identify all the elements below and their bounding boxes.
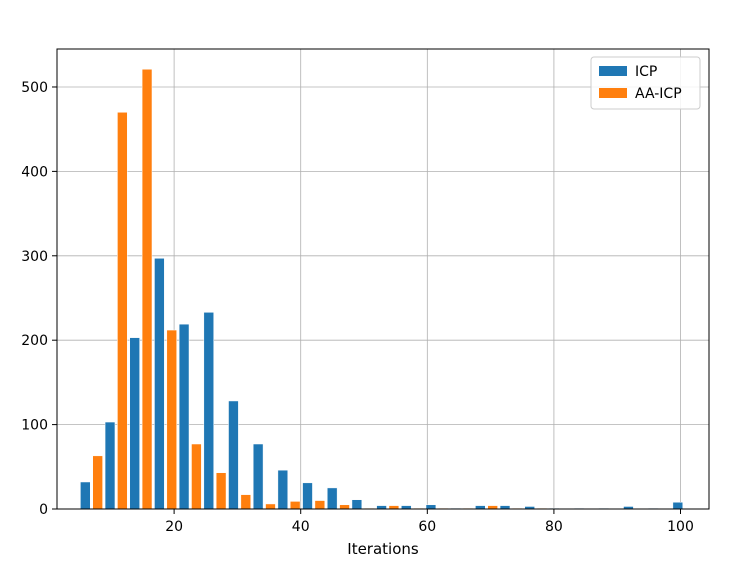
bar-icp [351, 499, 363, 510]
bar-icp [499, 505, 511, 510]
bar-icp [425, 504, 437, 510]
x-tick-label: 100 [667, 519, 694, 535]
bar-icp [302, 482, 313, 510]
bar-aa-icp [141, 69, 153, 510]
legend-label-icp: ICP [635, 64, 657, 80]
bar-aa-icp [314, 500, 326, 510]
y-tick-label: 0 [39, 502, 48, 518]
bar-aa-icp [215, 472, 227, 510]
x-tick-label: 40 [292, 519, 310, 535]
legend-label-aa-icp: AA-ICP [635, 86, 682, 102]
bar-aa-icp [339, 504, 350, 510]
bar-icp [104, 421, 116, 510]
y-tick-label: 500 [21, 80, 48, 96]
bar-icp [277, 469, 289, 510]
x-tick-label: 60 [418, 519, 436, 535]
bar-aa-icp [117, 112, 128, 510]
y-tick-label: 200 [21, 333, 48, 349]
bar-icp [376, 505, 387, 510]
bar-icp [252, 443, 264, 510]
bar-aa-icp [92, 455, 103, 510]
ticks-layer: 20 40 60 80 100 0 100 200 300 400 500 [21, 80, 694, 535]
bar-icp [475, 505, 486, 510]
bar-aa-icp [191, 443, 202, 510]
bar-icp [327, 487, 338, 510]
bar-aa-icp [166, 329, 177, 510]
bar-aa-icp [240, 494, 251, 510]
bar-aa-icp [289, 501, 301, 510]
x-axis-label: Iterations [347, 540, 419, 558]
bar-icp [203, 312, 214, 510]
x-tick-label: 80 [545, 519, 563, 535]
bars-layer [80, 69, 684, 510]
bar-icp [129, 337, 140, 510]
bar-aa-icp [487, 505, 498, 510]
bar-icp [672, 502, 684, 510]
bar-icp [80, 481, 91, 510]
bar-aa-icp [388, 505, 400, 510]
legend: ICP AA-ICP [590, 56, 701, 110]
bar-icp [178, 323, 190, 510]
bar-aa-icp [265, 503, 276, 510]
plot-frame [56, 48, 710, 510]
legend-swatch-icp [599, 66, 627, 76]
y-tick-label: 400 [21, 164, 48, 180]
bar-icp [154, 258, 165, 510]
bar-icp [401, 505, 412, 510]
x-tick-label: 20 [165, 519, 183, 535]
y-tick-label: 300 [21, 249, 48, 265]
y-tick-label: 100 [21, 418, 48, 434]
legend-swatch-aa-icp [599, 88, 627, 98]
bar-icp [228, 400, 239, 510]
